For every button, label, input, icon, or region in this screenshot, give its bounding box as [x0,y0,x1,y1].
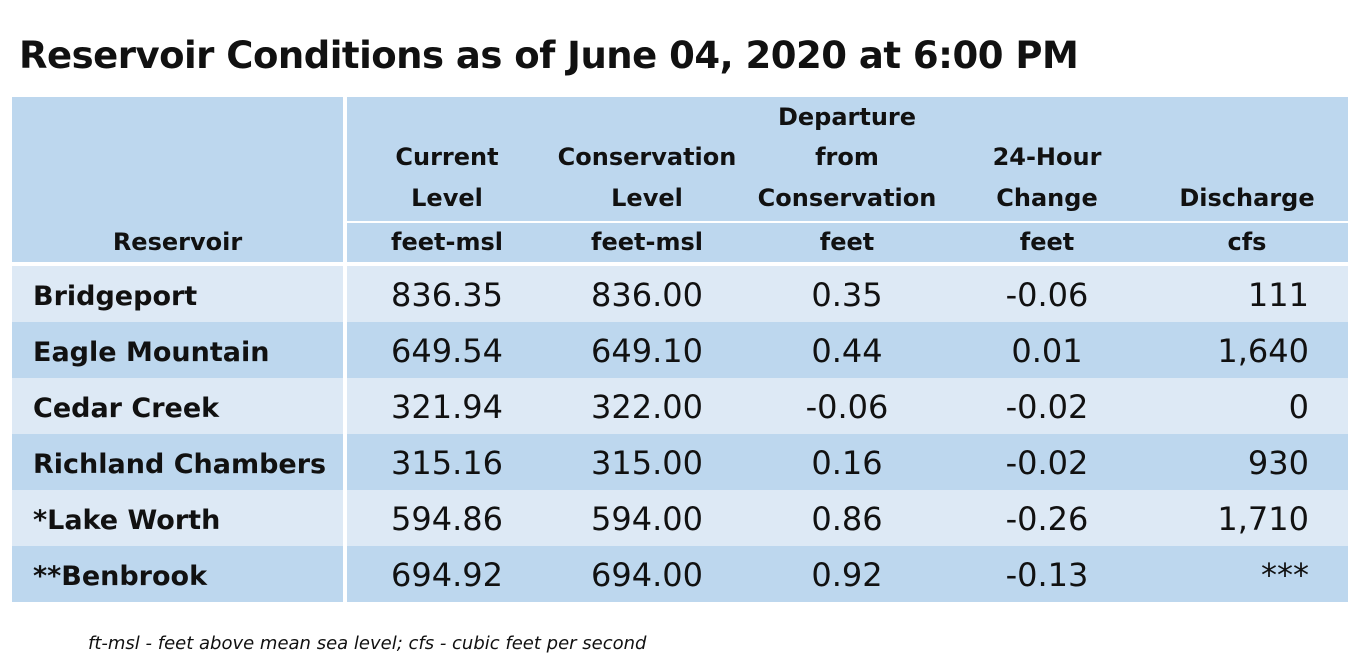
discharge-cell: 1,710 [1217,500,1309,538]
conservation-level-cell: 649.10 [591,332,703,370]
unit-conservation: feet-msl [591,228,703,256]
reservoir-table: Reservoir Current Level Conservation Lev… [12,97,1348,602]
current-level-cell: 594.86 [391,500,503,538]
change-cell: -0.13 [1005,556,1089,594]
reservoir-name: Bridgeport [33,281,198,312]
footnote: ft-msl - feet above mean sea level; cfs … [88,633,647,654]
change-cell: 0.01 [1011,332,1083,370]
conservation-level-cell: 594.00 [591,500,703,538]
departure-cell: 0.92 [811,556,883,594]
reservoir-name: **Benbrook [33,561,208,592]
header-departure-line1: Departure [777,103,917,131]
current-level-cell: 321.94 [391,388,503,426]
body-column-divider [343,266,347,602]
change-cell: -0.02 [1005,388,1089,426]
header-reservoir: Reservoir [112,228,243,256]
discharge-cell: 1,640 [1217,332,1309,370]
reservoir-name: Cedar Creek [33,393,220,424]
page-title: Reservoir Conditions as of June 04, 2020… [19,34,1079,77]
reservoir-name: *Lake Worth [33,505,221,536]
departure-cell: 0.44 [811,332,883,370]
unit-discharge: cfs [1227,228,1267,256]
table-row: Bridgeport 836.35 836.00 0.35 -0.06 111 [12,266,1348,322]
table-row: *Lake Worth 594.86 594.00 0.86 -0.26 1,7… [12,490,1348,546]
conservation-level-cell: 315.00 [591,444,703,482]
header-departure-line3: Conservation [757,184,937,212]
table-body: Bridgeport 836.35 836.00 0.35 -0.06 111 … [12,266,1348,602]
departure-cell: 0.35 [811,276,883,314]
header-change-line2: Change [996,184,1098,212]
table-row: Cedar Creek 321.94 322.00 -0.06 -0.02 0 [12,378,1348,434]
current-level-cell: 836.35 [391,276,503,314]
header-current-line2: Level [411,184,483,212]
header-discharge: Discharge [1179,184,1315,212]
header-column-divider [343,97,347,262]
header-change-line1: 24-Hour [992,143,1102,171]
change-cell: -0.06 [1005,276,1089,314]
discharge-cell: *** [1261,556,1309,594]
unit-departure: feet [819,228,875,256]
table-header: Reservoir Current Level Conservation Lev… [12,97,1348,262]
conservation-level-cell: 694.00 [591,556,703,594]
departure-cell: 0.16 [811,444,883,482]
header-departure-line2: from [815,143,879,171]
discharge-cell: 930 [1247,444,1309,482]
current-level-cell: 315.16 [391,444,503,482]
unit-current: feet-msl [391,228,503,256]
table-row: **Benbrook 694.92 694.00 0.92 -0.13 *** [12,546,1348,602]
departure-cell: -0.06 [805,388,889,426]
table-row: Richland Chambers 315.16 315.00 0.16 -0.… [12,434,1348,490]
conservation-level-cell: 322.00 [591,388,703,426]
conservation-level-cell: 836.00 [591,276,703,314]
reservoir-name: Eagle Mountain [33,337,270,368]
current-level-cell: 649.54 [391,332,503,370]
discharge-cell: 0 [1288,388,1309,426]
units-divider [347,221,1348,223]
header-conservation-line2: Level [611,184,683,212]
change-cell: -0.02 [1005,444,1089,482]
header-current-line1: Current [395,143,499,171]
table-row: Eagle Mountain 649.54 649.10 0.44 0.01 1… [12,322,1348,378]
header-body-divider [12,262,1348,266]
current-level-cell: 694.92 [391,556,503,594]
unit-change: feet [1019,228,1075,256]
change-cell: -0.26 [1005,500,1089,538]
discharge-cell: 111 [1247,276,1309,314]
reservoir-name: Richland Chambers [33,449,327,480]
departure-cell: 0.86 [811,500,883,538]
header-conservation-line1: Conservation [557,143,737,171]
